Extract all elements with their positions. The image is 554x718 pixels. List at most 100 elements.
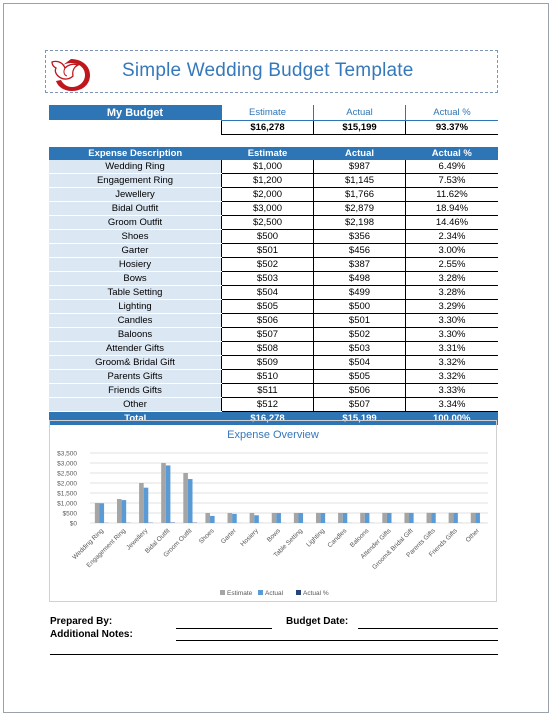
x-tick-label: Groom& Bridal Gift (371, 527, 415, 571)
row-actual: $503 (313, 341, 406, 356)
table-row: Table Setting $504 $499 3.28% (49, 285, 498, 300)
bar-actual (320, 513, 326, 523)
row-description: Bows (49, 271, 222, 286)
row-actual: $2,879 (313, 201, 406, 216)
row-description: Groom Outfit (49, 215, 222, 230)
bar-actual (409, 512, 414, 523)
row-actual-pct: 6.49% (405, 160, 498, 174)
table-row: Bidal Outfit $3,000 $2,879 18.94% (49, 201, 498, 216)
row-estimate: $506 (221, 313, 314, 328)
row-actual: $1,145 (313, 173, 406, 188)
notes-line-2[interactable] (50, 654, 498, 655)
summary-actual: $15,199 (313, 119, 406, 135)
legend-label: Actual % (303, 590, 329, 597)
row-description: Candles (49, 313, 222, 328)
bar-actual (342, 512, 348, 523)
bar-estimate (139, 483, 144, 523)
header-actual: Actual (313, 147, 406, 160)
row-actual-pct: 2.55% (405, 257, 498, 272)
y-tick-label: $3,000 (57, 461, 77, 468)
bar-estimate (183, 473, 188, 523)
total-estimate: $16,278 (221, 411, 314, 425)
bar-actual (254, 515, 259, 523)
x-tick-label: Garter (220, 527, 239, 546)
summary-header-actual: Actual (313, 105, 406, 121)
budget-date-field[interactable] (358, 628, 498, 629)
additional-notes-label: Additional Notes: (50, 629, 133, 640)
expense-table: Expense Description Estimate Actual Actu… (49, 147, 498, 425)
table-row: Lighting $505 $500 3.29% (49, 299, 498, 314)
legend-swatch (220, 590, 225, 595)
bar-estimate (249, 512, 255, 523)
row-description: Hosiery (49, 257, 222, 272)
table-row: Garter $501 $456 3.00% (49, 243, 498, 258)
additional-notes-field[interactable] (176, 640, 498, 641)
row-actual: $356 (313, 229, 406, 244)
bar-actual (276, 513, 281, 523)
table-row: Groom& Bridal Gift $509 $504 3.32% (49, 355, 498, 370)
x-tick-label: Candles (327, 527, 349, 549)
bar-estimate (404, 512, 410, 523)
bar-estimate (161, 463, 166, 523)
bar-actual (165, 465, 171, 523)
row-actual-pct: 3.34% (405, 397, 498, 412)
y-tick-label: $1,000 (57, 501, 77, 508)
page-title: Simple Wedding Budget Template (122, 60, 414, 81)
table-row: Wedding Ring $1,000 $987 6.49% (49, 160, 498, 174)
row-estimate: $501 (221, 243, 314, 258)
table-row: Baloons $507 $502 3.30% (49, 327, 498, 342)
row-estimate: $2,000 (221, 187, 314, 202)
bar-actual (210, 515, 215, 523)
expense-chart-svg: Expense Overview $0 $500 $1,000 $1,500 $2,000… (57, 429, 488, 597)
row-description: Attender Gifts (49, 341, 222, 356)
x-tick-label: Bows (266, 527, 283, 544)
bar-estimate (360, 512, 365, 523)
prepared-by-field[interactable] (176, 628, 272, 629)
y-tick-label: $2,500 (57, 471, 77, 478)
y-tick-label: $1,500 (57, 491, 77, 498)
header-expense-description: Expense Description (49, 147, 222, 160)
total-actual: $15,199 (313, 411, 406, 425)
bar-actual (475, 512, 480, 523)
row-actual: $456 (313, 243, 406, 258)
bar-actual (143, 487, 149, 523)
row-actual: $502 (313, 327, 406, 342)
row-estimate: $503 (221, 271, 314, 286)
bar-actual (453, 512, 458, 523)
x-tick-label: Baloons (349, 527, 371, 549)
row-actual: $387 (313, 257, 406, 272)
row-estimate: $502 (221, 257, 314, 272)
table-row: Friends Gifts $511 $506 3.33% (49, 383, 498, 398)
legend-label: Actual (265, 590, 284, 597)
row-actual-pct: 2.34% (405, 229, 498, 244)
row-estimate: $510 (221, 369, 314, 384)
table-row: Attender Gifts $508 $503 3.31% (49, 341, 498, 356)
row-actual: $1,766 (313, 187, 406, 202)
row-actual: $501 (313, 313, 406, 328)
bar-actual (187, 479, 193, 523)
row-description: Shoes (49, 229, 222, 244)
table-row: Shoes $500 $356 2.34% (49, 229, 498, 244)
row-actual-pct: 3.32% (405, 355, 498, 370)
total-actual-pct: 100.00% (405, 411, 498, 425)
x-tick-label: Hosiery (239, 527, 260, 548)
summary-actual-pct: 93.37% (405, 119, 498, 135)
row-estimate: $505 (221, 299, 314, 314)
row-actual-pct: 11.62% (405, 187, 498, 202)
y-tick-label: $0 (70, 521, 78, 528)
row-actual-pct: 3.32% (405, 369, 498, 384)
row-description: Bidal Outfit (49, 201, 222, 216)
row-actual-pct: 14.46% (405, 215, 498, 230)
row-actual: $504 (313, 355, 406, 370)
budget-date-label: Budget Date: (286, 616, 349, 627)
row-description: Engagement Ring (49, 173, 222, 188)
row-description: Table Setting (49, 285, 222, 300)
bar-estimate (94, 503, 100, 523)
row-description: Garter (49, 243, 222, 258)
prepared-by-label: Prepared By: (50, 616, 113, 627)
header-box (45, 50, 498, 93)
x-tick-label: Shoes (198, 527, 217, 546)
table-row: Bows $503 $498 3.28% (49, 271, 498, 286)
x-tick-label: Lighting (305, 527, 326, 548)
row-actual: $499 (313, 285, 406, 300)
